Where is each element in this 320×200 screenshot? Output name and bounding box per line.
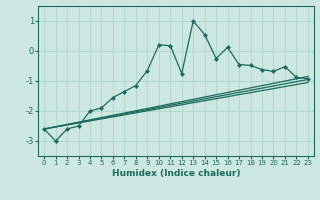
X-axis label: Humidex (Indice chaleur): Humidex (Indice chaleur) [112,169,240,178]
